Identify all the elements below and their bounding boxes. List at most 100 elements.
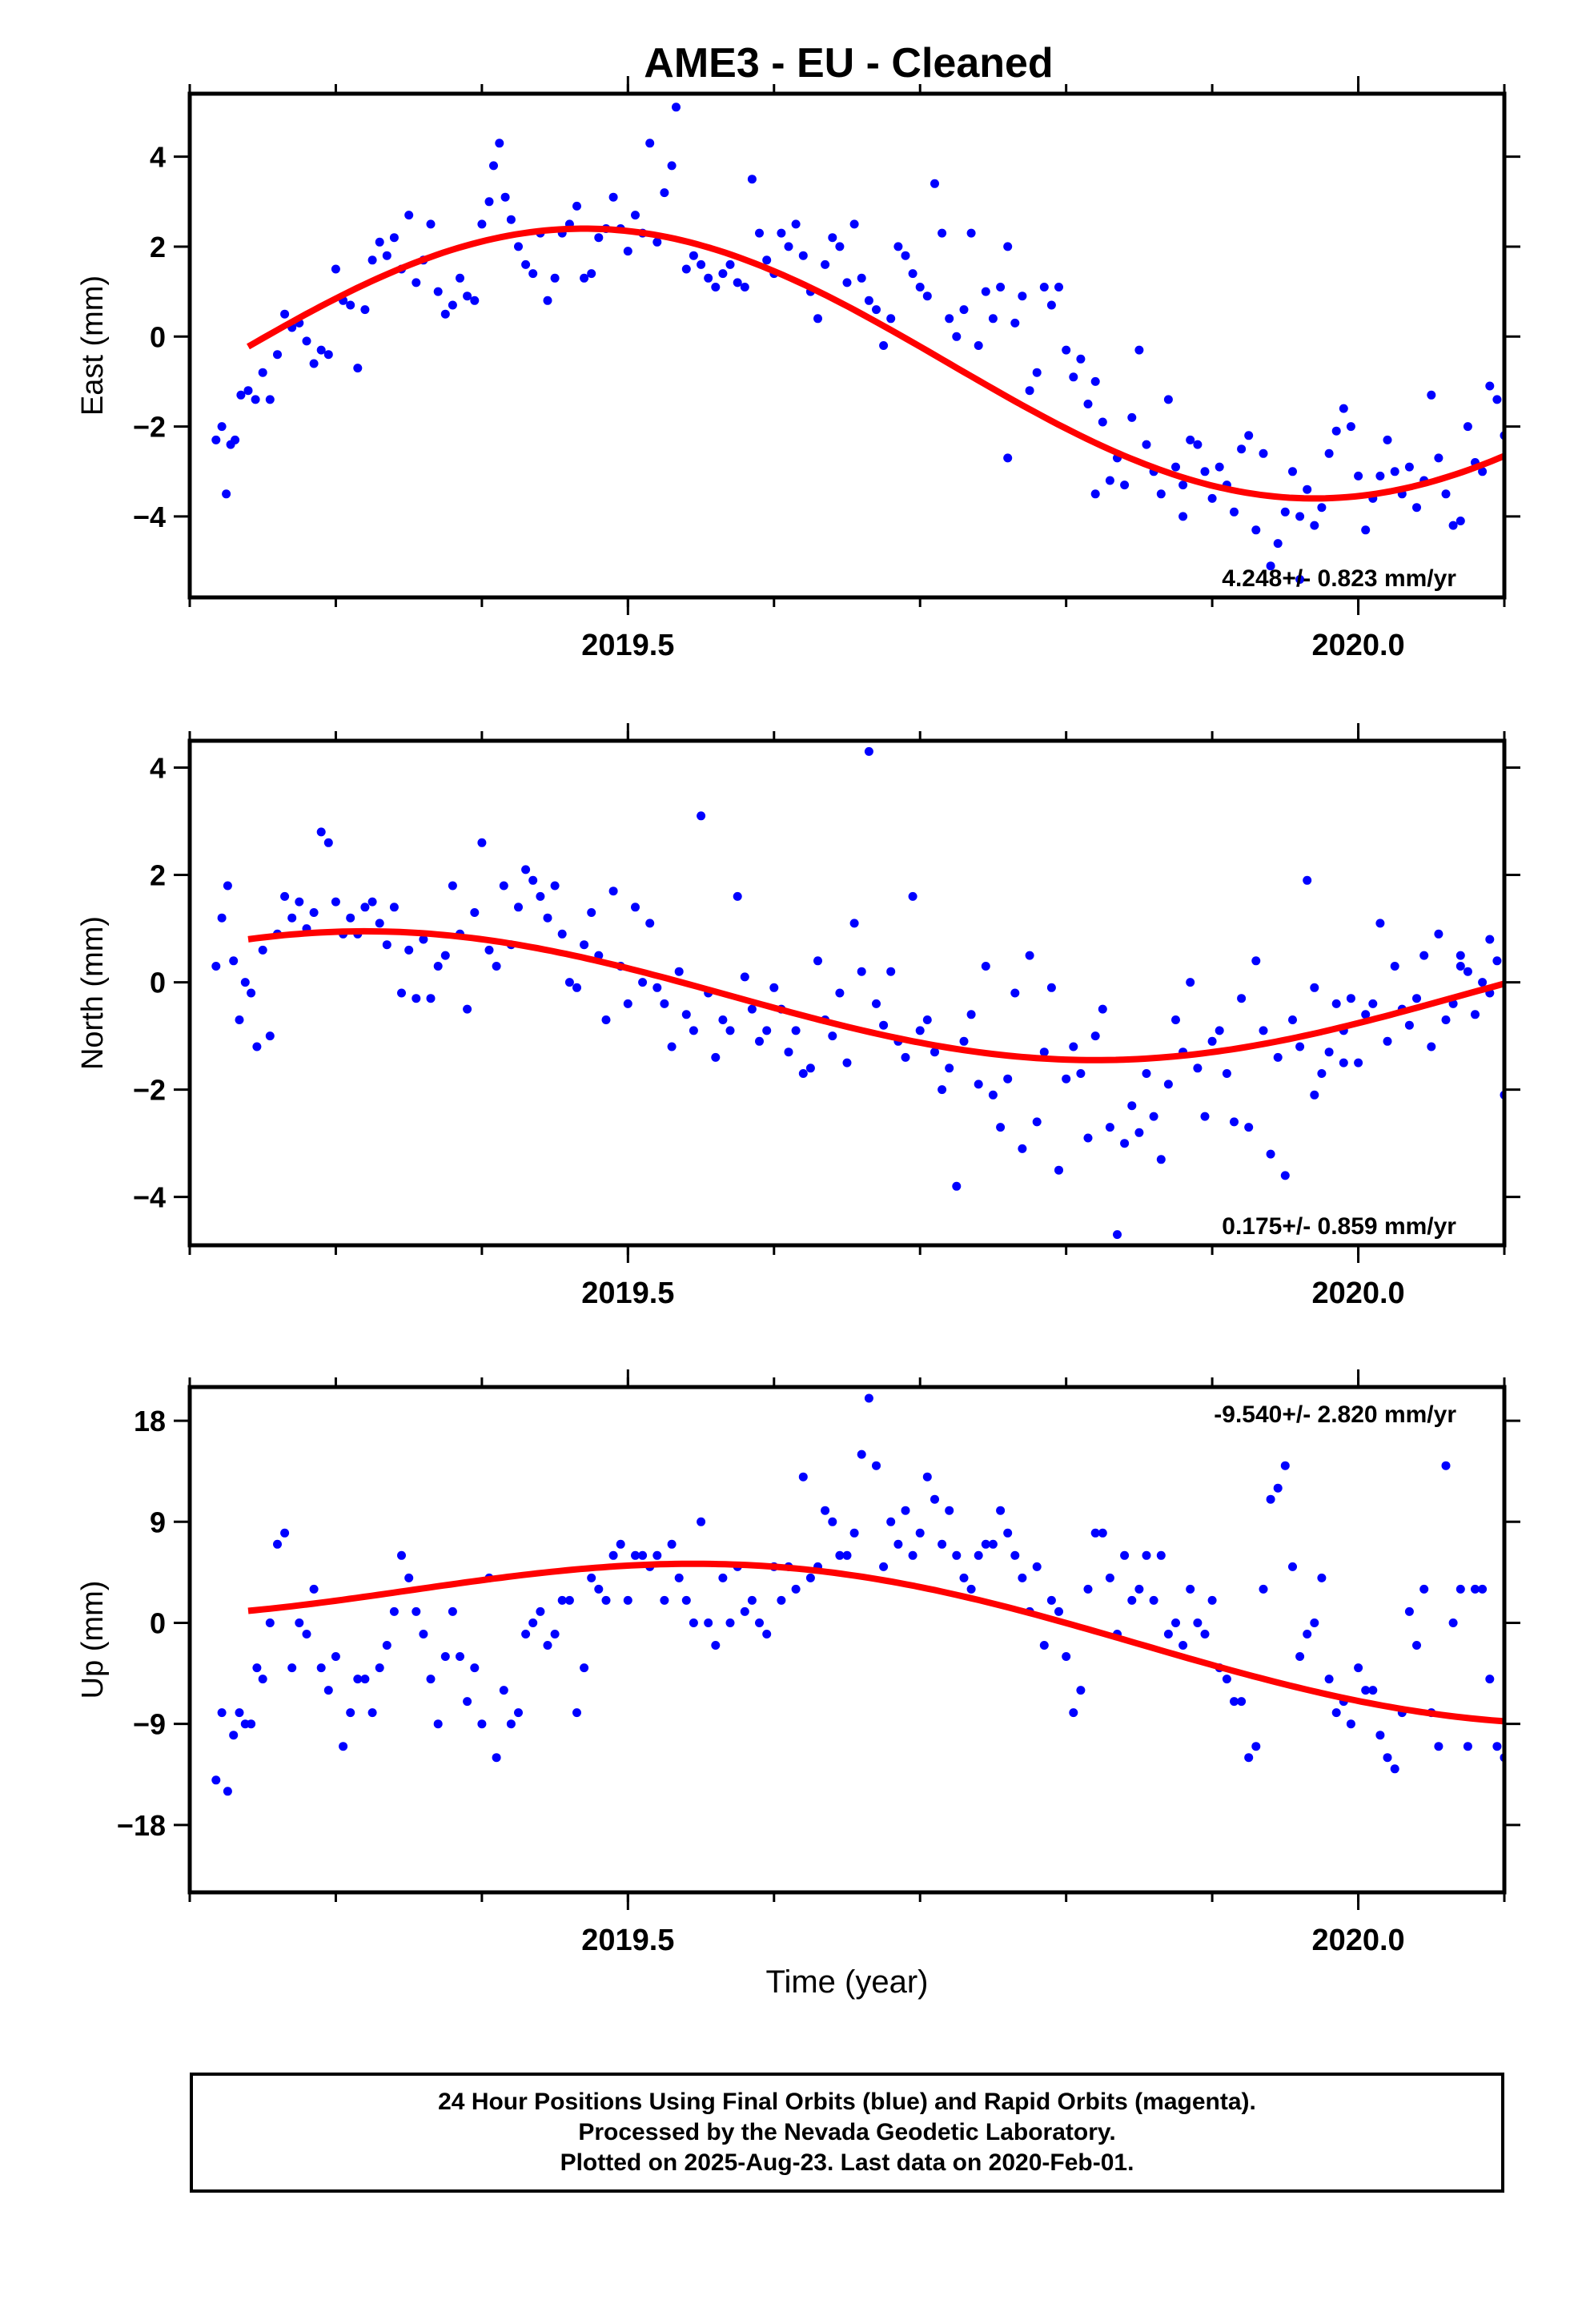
data-point	[821, 1506, 830, 1515]
data-point	[988, 314, 998, 324]
data-point	[864, 1393, 873, 1403]
data-point	[1127, 1595, 1137, 1605]
panel-3: 2019.5 2020.0 −18 −9 0 9 18 Up (mm) -9.540+/- 2.…	[76, 1369, 1520, 1957]
data-point	[996, 283, 1006, 292]
data-point	[1046, 983, 1056, 992]
data-point	[740, 972, 749, 982]
data-point	[915, 283, 925, 292]
data-point	[908, 891, 917, 901]
data-point	[608, 887, 618, 896]
data-point	[1471, 1010, 1480, 1019]
y-tick-label: −9	[133, 1708, 166, 1741]
data-point	[223, 1787, 232, 1796]
data-point	[1032, 368, 1042, 377]
data-point	[1090, 1031, 1100, 1041]
data-point	[1193, 1063, 1203, 1073]
y-tick-label: −4	[133, 501, 166, 533]
data-point	[733, 891, 742, 901]
data-point	[1324, 1675, 1334, 1684]
data-point	[1244, 431, 1254, 440]
data-point	[280, 1528, 290, 1538]
data-point	[697, 259, 706, 269]
data-point	[1127, 412, 1137, 422]
data-point	[959, 1573, 969, 1582]
data-point	[1259, 1584, 1268, 1594]
data-point	[966, 1010, 976, 1019]
data-point	[835, 242, 845, 251]
data-point	[784, 242, 793, 251]
data-point	[908, 1550, 917, 1560]
data-point	[594, 1584, 604, 1594]
data-point	[601, 1595, 611, 1605]
data-point	[652, 1550, 662, 1560]
y-tick-label: 4	[150, 752, 166, 785]
footer-box: 24 Hour Positions Using Final Orbits (bl…	[190, 2073, 1504, 2193]
data-point	[1069, 1708, 1078, 1718]
data-point	[433, 1719, 443, 1729]
rate-label: -9.540+/- 2.820 mm/yr	[1214, 1401, 1456, 1428]
data-point	[1178, 512, 1188, 521]
data-point	[1230, 1117, 1239, 1127]
data-point	[287, 1663, 297, 1673]
data-point	[1120, 1139, 1130, 1148]
y-tick-label: 0	[150, 320, 166, 353]
data-point	[638, 1550, 648, 1560]
y-tick-label: −4	[133, 1181, 166, 1214]
data-point	[893, 242, 903, 251]
data-point	[580, 273, 589, 283]
data-point	[1310, 983, 1319, 992]
data-point	[499, 1686, 508, 1695]
data-point	[557, 1595, 567, 1605]
data-point	[1163, 395, 1173, 404]
x-tick-label: 2019.5	[581, 629, 674, 662]
data-point	[601, 1015, 611, 1024]
data-point	[798, 1069, 808, 1078]
data-point	[217, 1708, 227, 1718]
y-tick-label: 0	[150, 1606, 166, 1639]
data-point	[528, 269, 538, 279]
data-point	[981, 962, 990, 971]
plot-frame	[187, 1385, 1507, 1895]
data-point	[1222, 1069, 1231, 1078]
data-point	[1361, 525, 1371, 535]
data-point	[1324, 448, 1334, 458]
data-point	[1142, 440, 1151, 449]
data-point	[273, 1539, 282, 1549]
data-point	[879, 1562, 889, 1571]
data-point	[1354, 471, 1363, 480]
data-point	[660, 999, 669, 1008]
data-point	[711, 1052, 721, 1062]
data-point	[645, 919, 655, 928]
data-point	[674, 967, 684, 976]
data-point	[1259, 1026, 1268, 1035]
data-point	[211, 1775, 221, 1785]
data-point	[331, 897, 340, 907]
data-point	[1346, 422, 1355, 432]
data-point	[1266, 561, 1275, 571]
data-point	[1339, 1058, 1348, 1068]
data-point	[1018, 292, 1027, 301]
data-point	[1186, 435, 1195, 444]
data-point	[959, 305, 969, 315]
data-point	[718, 1573, 728, 1582]
data-point	[587, 908, 596, 917]
data-point	[1142, 1550, 1151, 1560]
data-point	[1163, 1080, 1173, 1089]
data-point	[966, 1584, 976, 1594]
data-point	[1317, 1573, 1327, 1582]
data-point	[557, 929, 567, 939]
data-point	[440, 1652, 450, 1661]
x-tick-label: 2020.0	[1311, 629, 1404, 662]
data-point	[1054, 1606, 1063, 1616]
data-point	[1288, 1562, 1297, 1571]
data-point	[433, 287, 443, 296]
data-point	[886, 967, 896, 976]
data-point	[1025, 951, 1034, 960]
data-point	[346, 300, 355, 310]
fit-line	[247, 927, 1504, 1063]
data-point	[652, 237, 662, 247]
data-point	[1303, 875, 1312, 885]
data-point	[309, 1584, 319, 1594]
data-point	[1193, 440, 1203, 449]
data-point	[258, 1675, 267, 1684]
